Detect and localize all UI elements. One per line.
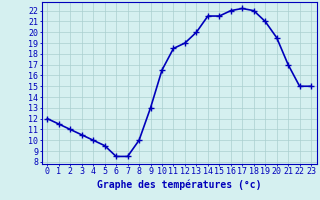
X-axis label: Graphe des températures (°c): Graphe des températures (°c) — [97, 179, 261, 190]
